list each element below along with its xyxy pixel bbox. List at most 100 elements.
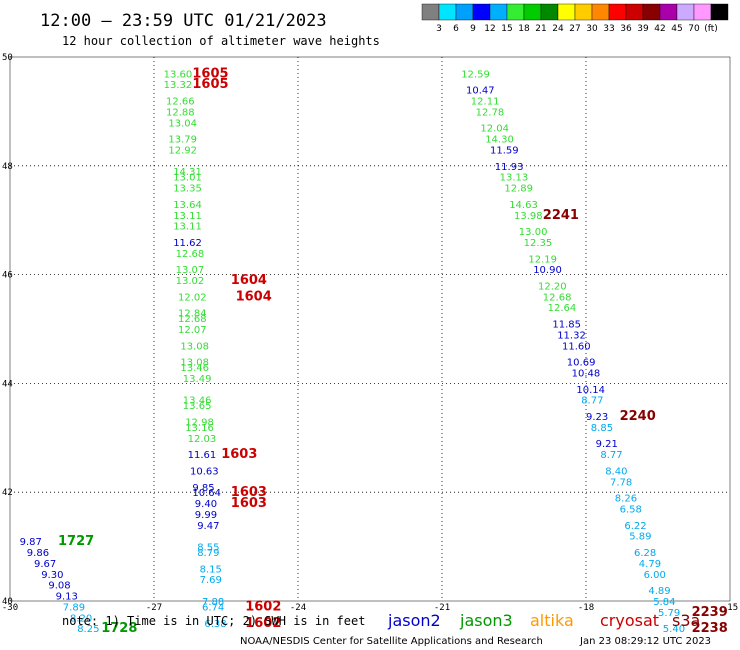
wave-height-point: 10.48 [572, 369, 601, 380]
wave-height-point: 12.19 [528, 254, 557, 265]
wave-height-point: 10.47 [466, 86, 495, 97]
time-label: 1604 [231, 273, 267, 288]
wave-height-point: 6.28 [634, 548, 656, 559]
wave-height-point: 12.84 [178, 309, 207, 320]
colorbar-tick-label: 30 [586, 24, 598, 34]
colorbar-tick-label: 70 [688, 24, 700, 34]
y-tick-label: 44 [2, 379, 13, 389]
wave-height-point: 12.35 [524, 238, 553, 249]
x-tick-label: -27 [146, 603, 162, 613]
x-tick-label: -24 [290, 603, 306, 613]
wave-height-point: 5.40 [663, 624, 685, 635]
colorbar-swatch [438, 3, 457, 21]
colorbar-tick-label: 45 [671, 24, 682, 34]
colorbar-swatch [608, 3, 627, 21]
wave-height-point: 9.40 [195, 499, 217, 510]
colorbar-swatch [642, 3, 661, 21]
colorbar-swatch [523, 3, 542, 21]
time-label: 1603 [231, 496, 267, 511]
colorbar-tick-label: 21 [535, 24, 546, 34]
wave-height-point: 12.03 [188, 434, 217, 445]
wave-height-point: 10.69 [567, 358, 596, 369]
wave-height-point: 11.62 [173, 238, 202, 249]
time-label: 1727 [58, 534, 94, 549]
satellite-legend: jason2 jason3 altika cryosat s3a [387, 611, 700, 630]
wave-height-point: 9.47 [197, 521, 219, 532]
wave-height-point: 9.86 [27, 548, 49, 559]
colorbar-swatch [557, 3, 576, 21]
wave-height-point: 11.61 [188, 450, 217, 461]
wave-height-point: 9.85 [192, 483, 214, 494]
colorbar-swatch [540, 3, 559, 21]
chart-subtitle: 12 hour collection of altimeter wave hei… [62, 34, 380, 48]
colorbar-swatch [574, 3, 593, 21]
colorbar-tick-label: 36 [620, 24, 632, 34]
legend-jason2: jason2 [387, 611, 441, 630]
time-label: 2239 [692, 605, 728, 620]
wave-height-point: 10.14 [576, 385, 605, 396]
wave-height-point: 8.40 [605, 466, 627, 477]
wave-height-point: 12.59 [461, 69, 490, 80]
wave-height-point: 8.25 [77, 624, 99, 635]
wave-height-point: 14.63 [509, 200, 538, 211]
time-label: 1605 [192, 77, 228, 92]
wave-height-point: 12.66 [166, 97, 195, 108]
wave-height-point: 11.60 [562, 341, 591, 352]
wave-height-point: 13.98 [514, 211, 543, 222]
wave-height-point: 13.08 [180, 341, 209, 352]
wave-height-point: 4.89 [648, 586, 670, 597]
wave-height-point: 11.59 [490, 145, 519, 156]
colorbar-swatch [455, 3, 474, 21]
colorbar-tick-label: 24 [552, 24, 564, 34]
x-tick-label: -30 [2, 603, 18, 613]
y-tick-label: 42 [2, 488, 13, 498]
wave-height-point: 13.16 [185, 423, 214, 434]
wave-height-point: 13.46 [180, 363, 209, 374]
wave-height-point: 5.89 [629, 532, 651, 543]
y-tick-label: 48 [2, 162, 13, 172]
time-label: 2241 [543, 208, 579, 223]
wave-height-point: 8.20 [70, 613, 92, 624]
wave-height-point: 13.08 [180, 358, 209, 369]
wave-height-point: 6.38 [204, 619, 226, 630]
wave-height-point: 13.32 [164, 80, 193, 91]
wave-height-point: 11.85 [552, 320, 581, 331]
wave-height-point: 8.26 [615, 494, 637, 505]
wave-height-point: 13.60 [164, 69, 193, 80]
wave-height-point: 13.07 [176, 265, 205, 276]
wave-height-point: 13.11 [173, 222, 202, 233]
wave-height-point: 13.65 [183, 401, 212, 412]
wave-height-point: 12.68 [176, 249, 205, 260]
wave-height-point: 12.04 [480, 124, 509, 135]
wave-height-point: 7.89 [63, 602, 85, 613]
time-label: 1603 [221, 447, 257, 462]
wave-height-point: 8.79 [197, 548, 219, 559]
wave-height-point: 12.68 [543, 292, 572, 303]
wave-height-point: 12.92 [168, 145, 197, 156]
wave-height-point: 8.77 [581, 396, 603, 407]
y-axis-ticks: 50 48 46 44 42 40 [2, 53, 13, 607]
time-label: 2238 [692, 621, 728, 636]
wave-height-point: 13.00 [519, 227, 548, 238]
wave-height-point: 9.13 [56, 592, 78, 603]
plot-frame [9, 56, 731, 602]
wave-height-point: 8.85 [591, 423, 613, 434]
wave-height-point: 12.88 [166, 107, 195, 118]
wave-height-point: 6.22 [624, 521, 646, 532]
colorbar-swatch [591, 3, 610, 21]
wave-height-point: 9.87 [20, 537, 42, 548]
colorbar-tick-label: 15 [501, 24, 512, 34]
time-label: 1604 [236, 289, 272, 304]
legend-s3a: s3a [672, 611, 700, 630]
wave-height-point: 6.58 [620, 505, 642, 516]
wave-height-point: 10.64 [192, 488, 221, 499]
colorbar-swatch [489, 3, 508, 21]
wave-height-point: 12.64 [548, 303, 577, 314]
wave-height-point: 11.32 [557, 330, 586, 341]
wave-height-point: 6.00 [644, 570, 666, 581]
footer-note: note: 1) Time is in UTC; 2) SWH is in fe… [62, 614, 365, 628]
colorbar-swatch [506, 3, 525, 21]
colorbar-tick-label: 6 [453, 24, 459, 34]
wave-height-point: 4.79 [639, 559, 661, 570]
